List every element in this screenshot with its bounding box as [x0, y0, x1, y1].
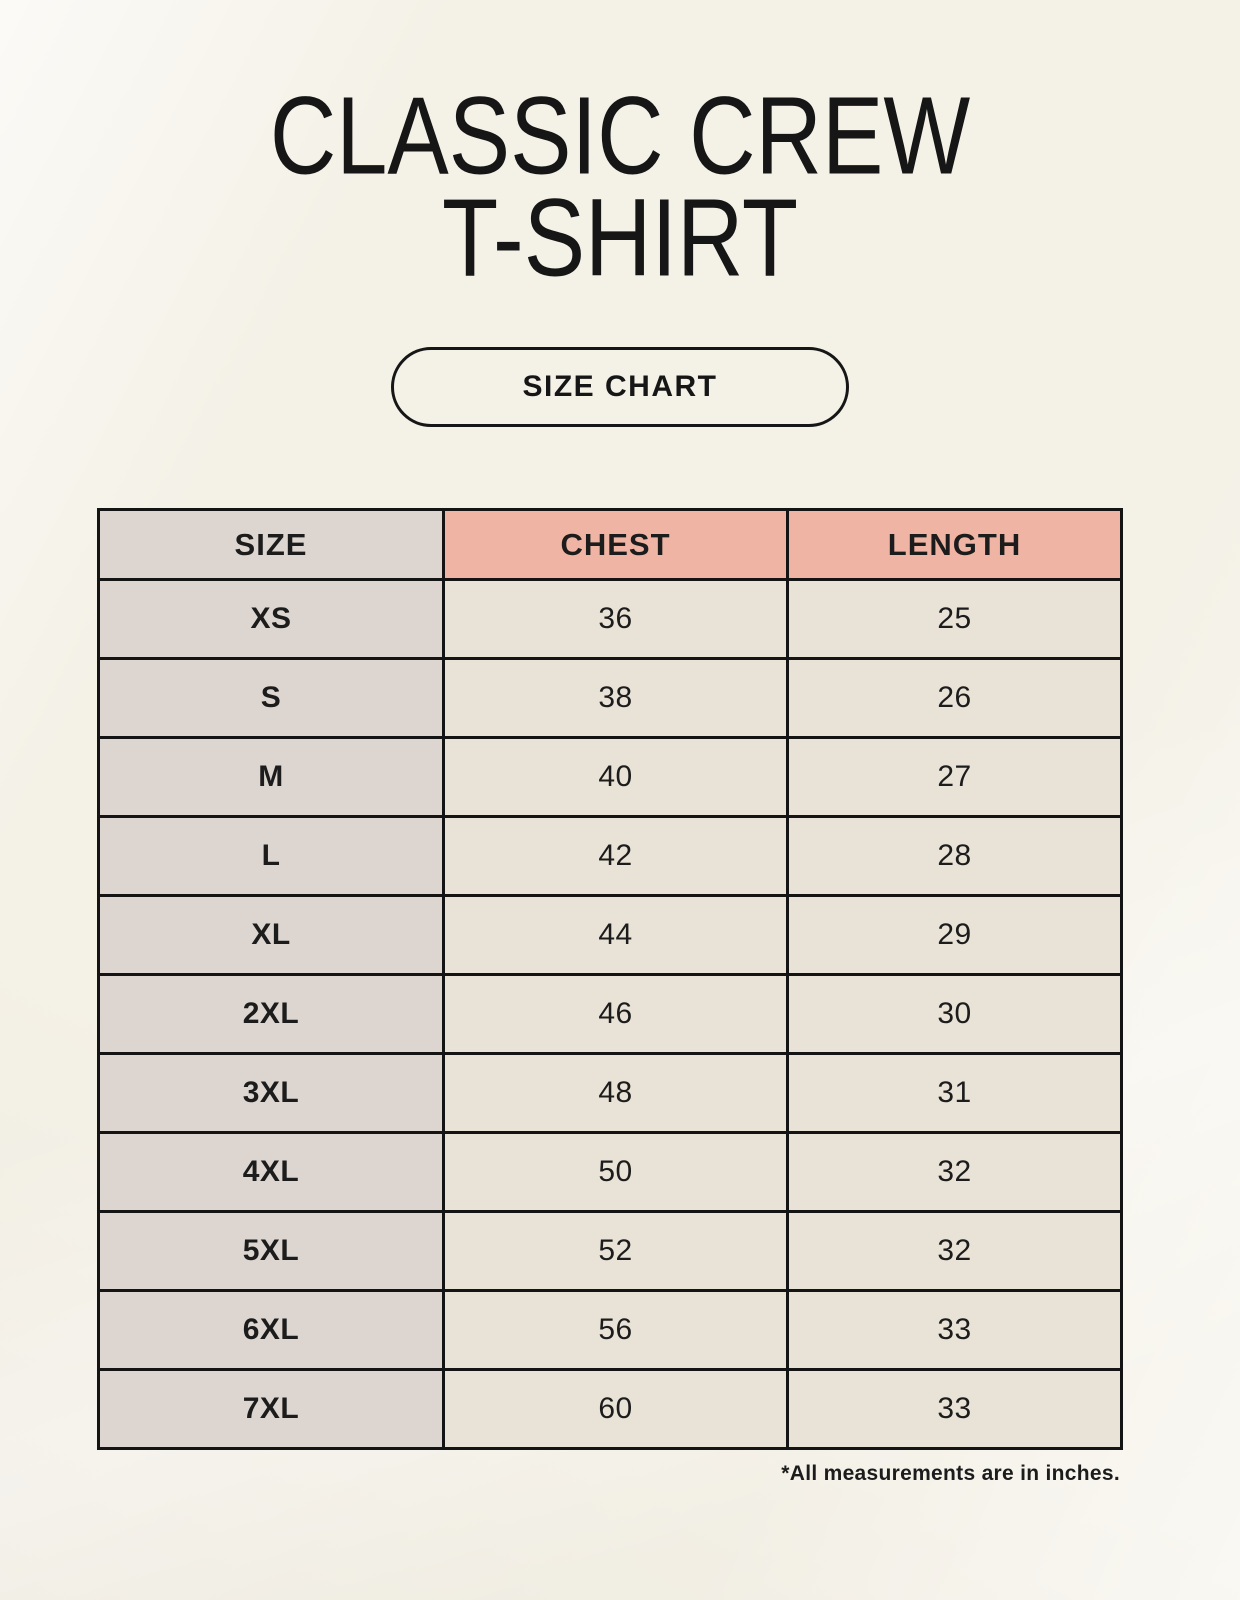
chest-value: 40 [442, 736, 789, 818]
chest-value: 42 [442, 815, 789, 897]
size-chart-table: SIZE CHEST LENGTH XS 36 25 S 38 26 M 40 … [97, 508, 1123, 1450]
length-value: 32 [786, 1131, 1123, 1213]
page-title-line-2: T-SHIRT [441, 176, 799, 300]
size-label: 6XL [97, 1289, 445, 1371]
size-label: 4XL [97, 1131, 445, 1213]
table-row: L 42 28 [97, 815, 1123, 897]
table-row: 4XL 50 32 [97, 1131, 1123, 1213]
size-chart-button[interactable]: SIZE CHART [391, 347, 849, 427]
chest-value: 38 [442, 657, 789, 739]
length-value: 33 [786, 1289, 1123, 1371]
column-header-chest: CHEST [442, 508, 789, 581]
length-value: 28 [786, 815, 1123, 897]
size-label: 3XL [97, 1052, 445, 1134]
size-label: M [97, 736, 445, 818]
table-header-row: SIZE CHEST LENGTH [97, 508, 1123, 581]
table-row: 2XL 46 30 [97, 973, 1123, 1055]
size-label: 7XL [97, 1368, 445, 1450]
length-value: 27 [786, 736, 1123, 818]
chest-value: 50 [442, 1131, 789, 1213]
size-label: L [97, 815, 445, 897]
size-label: 2XL [97, 973, 445, 1055]
page-title: CLASSIC CREW T-SHIRT [0, 75, 1240, 300]
table-row: XS 36 25 [97, 578, 1123, 660]
size-label: XL [97, 894, 445, 976]
size-label: XS [97, 578, 445, 660]
chest-value: 60 [442, 1368, 789, 1450]
chest-value: 46 [442, 973, 789, 1055]
table-row: M 40 27 [97, 736, 1123, 818]
table-row: 6XL 56 33 [97, 1289, 1123, 1371]
page-title-line-1: CLASSIC CREW [269, 75, 971, 198]
size-label: 5XL [97, 1210, 445, 1292]
length-value: 33 [786, 1368, 1123, 1450]
chest-value: 56 [442, 1289, 789, 1371]
size-chart-button-label: SIZE CHART [522, 370, 718, 403]
length-value: 32 [786, 1210, 1123, 1292]
length-value: 26 [786, 657, 1123, 739]
size-label: S [97, 657, 445, 739]
table-row: 7XL 60 33 [97, 1368, 1123, 1450]
chest-value: 36 [442, 578, 789, 660]
column-header-size: SIZE [97, 508, 445, 581]
length-value: 30 [786, 973, 1123, 1055]
measurements-footnote: *All measurements are in inches. [781, 1462, 1120, 1485]
chest-value: 48 [442, 1052, 789, 1134]
length-value: 25 [786, 578, 1123, 660]
length-value: 29 [786, 894, 1123, 976]
chest-value: 52 [442, 1210, 789, 1292]
chest-value: 44 [442, 894, 789, 976]
table-row: XL 44 29 [97, 894, 1123, 976]
column-header-length: LENGTH [786, 508, 1123, 581]
table-row: 3XL 48 31 [97, 1052, 1123, 1134]
table-row: S 38 26 [97, 657, 1123, 739]
length-value: 31 [786, 1052, 1123, 1134]
table-row: 5XL 52 32 [97, 1210, 1123, 1292]
